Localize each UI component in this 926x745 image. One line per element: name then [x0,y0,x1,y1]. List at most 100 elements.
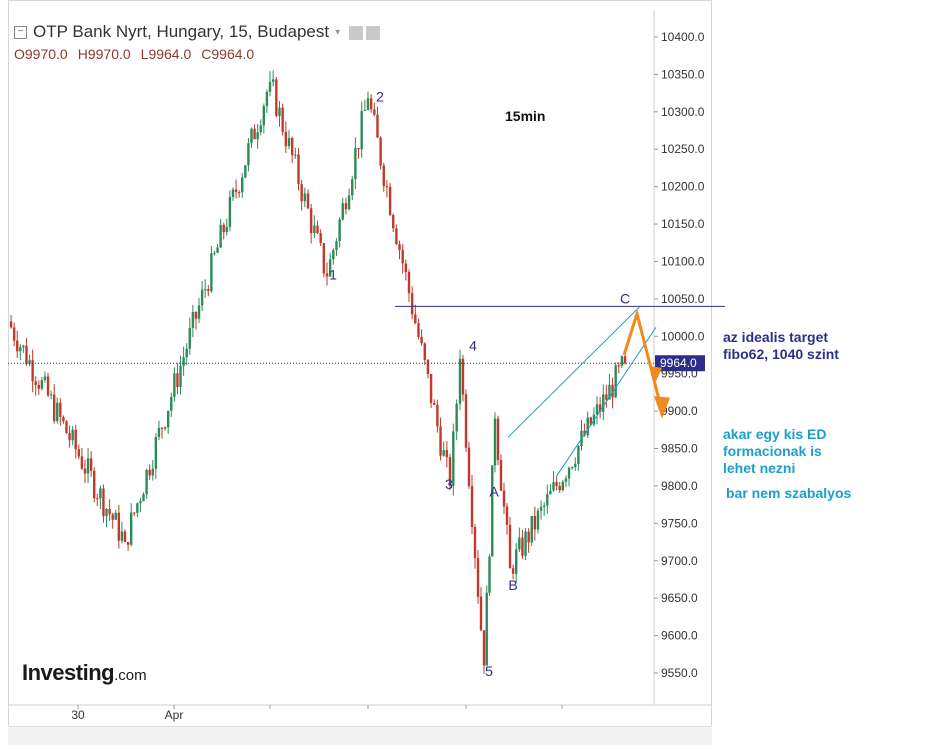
candle-body [363,109,367,111]
candle-body [284,131,288,147]
arrow-head [650,366,662,382]
candle-body [83,468,87,474]
candle-body [139,501,142,504]
candle-body [521,537,524,556]
candle-body [49,394,53,396]
candle-body [68,433,71,441]
x-tick-label: 30 [71,708,85,722]
candle-body [539,506,543,511]
candle-body [80,456,84,469]
candle-body [265,91,269,107]
arrow-head [654,396,670,419]
candle-body [570,467,574,469]
candle-body [598,404,602,412]
candle-body [542,505,546,507]
candle-body [518,537,521,550]
candle-body [461,358,465,395]
candle-body [271,79,275,82]
candle-body [133,512,136,514]
current-price-label: 9964.0 [660,356,697,370]
candle-body [200,289,204,306]
candle-body [34,381,37,385]
candle-body [392,214,395,229]
candle-body [281,107,284,132]
candle-body [213,252,216,254]
candle-body [379,137,382,166]
candle-body [404,263,408,273]
chart-header: − OTP Bank Nyrt, Hungary, 15, Budapest ▾ [14,22,381,42]
wave-label-A: A [489,483,499,499]
candle-body [558,486,561,491]
candle-body [473,526,477,559]
candle-body [204,289,207,291]
candle-body [182,357,185,366]
candle-body [222,224,225,233]
candle-body [325,273,329,277]
candle-body [608,384,611,400]
y-tick-label: 9650.0 [661,591,698,605]
candle-body [22,345,25,348]
candle-body [564,478,568,482]
candle-body [426,359,430,374]
candle-body [458,358,462,404]
candle-body [552,482,555,491]
candle-body [111,514,114,520]
candle-body [207,289,210,292]
candle-body [151,468,154,476]
time-toolbar[interactable] [8,726,712,745]
candle-body [148,469,151,476]
candle-body [228,196,232,227]
settings-icon[interactable] [349,25,364,40]
candle-body [488,556,491,593]
y-tick-label: 10350.0 [661,67,705,81]
candle-body [163,427,167,429]
candle-body [491,465,494,557]
chevron-down-icon[interactable]: ▾ [335,26,341,38]
candle-body [382,165,385,187]
candle-body [385,186,389,188]
candle-body [376,114,379,138]
candle-body [442,450,445,456]
candle-body [256,132,259,140]
candle-body [123,531,127,543]
gear-icon[interactable] [366,25,381,40]
candle-body [154,437,158,469]
collapse-icon[interactable]: − [14,25,27,39]
candle-body [623,356,627,364]
wave-label-4: 4 [469,338,477,354]
candle-body [414,314,417,324]
candle-body [445,450,449,458]
candle-body [455,403,458,432]
candle-body [398,244,401,251]
candle-body [129,512,133,545]
candle-body [126,542,130,545]
candle-body [373,109,376,115]
candle-body [617,365,620,367]
wave-label-5: 5 [485,663,493,679]
high-value: H9970.0 [77,46,131,62]
candle-body [253,128,256,140]
candle-body [533,515,537,530]
candle-body [313,225,316,234]
candle-body [589,417,593,425]
note-1: az idealis target [723,329,829,345]
candle-body [555,482,558,487]
candle-body [145,469,148,495]
candle-body [614,365,617,398]
close-value: C9964.0 [201,46,255,62]
candle-body [602,394,605,412]
note-2: fibo62, 1040 szint [723,346,839,362]
candle-body [407,272,411,294]
candle-body [197,305,201,319]
chart-title: OTP Bank Nyrt, Hungary, 15, Budapest [33,22,330,41]
wave-label-C: C [620,290,630,306]
candle-body [210,253,213,292]
candle-body [567,467,571,479]
candle-body [216,247,219,253]
y-tick-label: 9700.0 [661,554,698,568]
projection-arrow [622,308,664,412]
candle-body [605,394,608,400]
candle-body [485,592,488,666]
candle-body [16,340,19,352]
